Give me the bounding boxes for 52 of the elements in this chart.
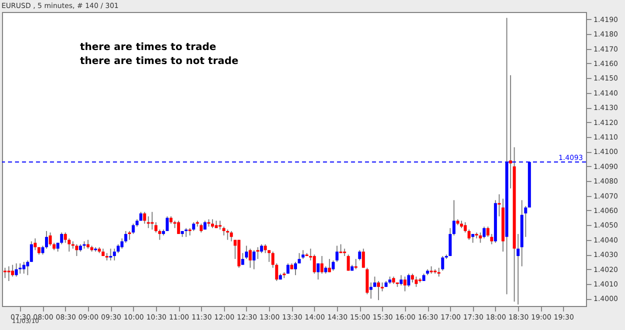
- candlestick: [403, 276, 406, 292]
- candlestick: [407, 273, 410, 288]
- candlestick: [294, 261, 298, 276]
- candlestick: [312, 254, 316, 274]
- candlestick: [362, 248, 365, 268]
- candlestick: [177, 220, 180, 234]
- candlestick: [366, 267, 369, 295]
- candlestick: [30, 240, 33, 262]
- candlestick: [346, 254, 350, 272]
- candlestick: [244, 245, 248, 260]
- candlestick: [400, 274, 403, 286]
- candlestick: [448, 228, 452, 257]
- candlestick: [256, 246, 260, 260]
- candlestick: [26, 260, 30, 276]
- candlestick: [298, 252, 301, 264]
- candlestick: [45, 230, 48, 250]
- candlestick: [146, 216, 150, 229]
- candlestick: [18, 262, 22, 274]
- candlestick: [22, 261, 26, 274]
- candlestick: [452, 200, 456, 236]
- candlestick: [320, 256, 324, 274]
- annotation: there are times to not trade: [80, 56, 239, 67]
- candlestick: [226, 229, 230, 240]
- candlestick: [332, 260, 335, 272]
- candlestick: [241, 252, 244, 266]
- candlestick: [34, 238, 37, 251]
- candlestick: [354, 258, 358, 270]
- candlestick: [60, 232, 64, 245]
- candlestick: [358, 250, 362, 261]
- candlestick: [316, 262, 320, 280]
- candlestick: [414, 276, 418, 288]
- candlestick: [166, 216, 169, 232]
- candlestick: [150, 211, 154, 230]
- candlestick: [498, 194, 501, 217]
- candlestick: [7, 266, 10, 282]
- candlestick: [252, 250, 256, 270]
- candlestick: [482, 226, 486, 239]
- candlestick: [14, 262, 18, 278]
- candlestick: [230, 230, 233, 242]
- annotation: there are times to trade: [80, 42, 216, 53]
- candlestick: [336, 245, 339, 262]
- candlestick: [109, 248, 112, 261]
- candlestick: [328, 258, 331, 273]
- candlestick: [132, 223, 135, 234]
- candlestick: [75, 244, 78, 257]
- candlestick: [377, 280, 380, 301]
- candlestick: [11, 264, 14, 278]
- candlestick: [248, 248, 252, 268]
- candlestick: [369, 282, 372, 300]
- candlestick: [48, 232, 52, 246]
- candlestick: [112, 248, 116, 261]
- candlestick: [143, 211, 146, 224]
